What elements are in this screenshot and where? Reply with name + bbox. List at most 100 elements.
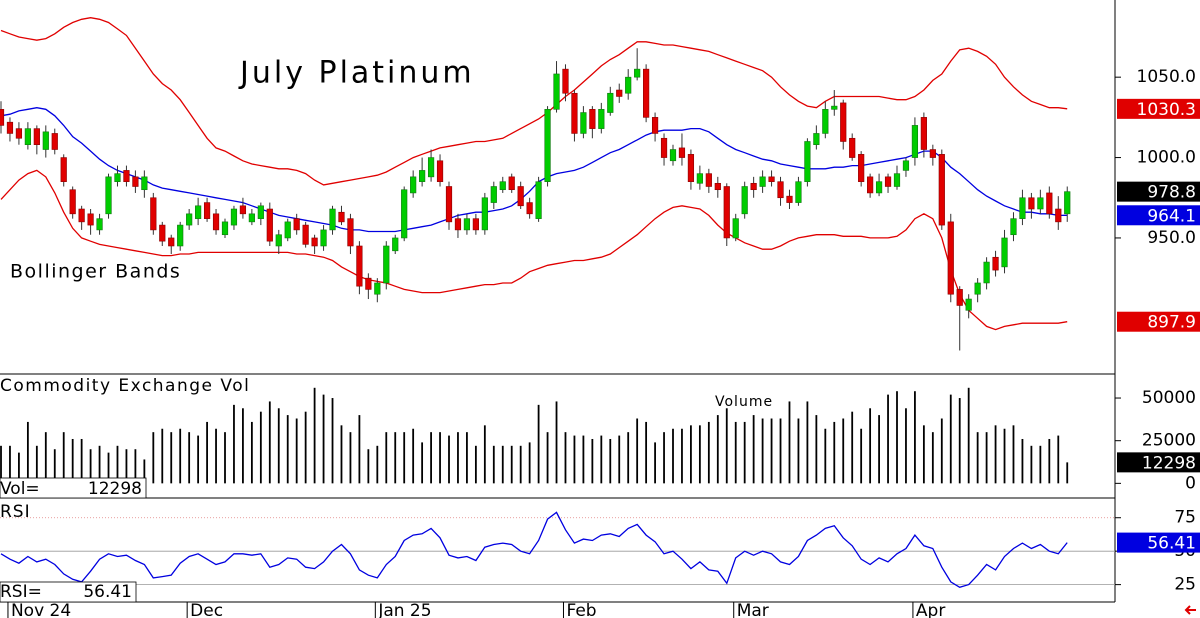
volume-bar xyxy=(940,418,943,484)
volume-bar xyxy=(573,435,576,484)
volume-bar xyxy=(1021,438,1024,484)
volume-bar xyxy=(860,428,863,484)
x-tick-label: Mar xyxy=(737,601,769,618)
value-tag-label: 897.9 xyxy=(1147,313,1196,333)
candle-body xyxy=(858,154,865,182)
candle-body xyxy=(212,213,220,231)
candle-body xyxy=(383,245,390,284)
volume-bar xyxy=(179,428,182,484)
candle-body xyxy=(454,218,462,231)
candle-body xyxy=(168,237,175,247)
candle-body xyxy=(159,224,166,242)
candle-body xyxy=(920,117,927,150)
volume-bar xyxy=(457,432,459,484)
candle-body xyxy=(141,176,148,191)
volume-bar xyxy=(1030,445,1033,484)
candle-body xyxy=(33,128,40,145)
candle-body xyxy=(123,170,130,182)
candle-body xyxy=(410,176,417,194)
readout-box xyxy=(0,477,147,499)
x-tick-label: Nov 24 xyxy=(11,601,71,618)
volume-bar xyxy=(851,411,854,484)
x-tick-label: Jan 25 xyxy=(377,601,431,618)
volume-bar xyxy=(125,449,128,484)
volume-bar xyxy=(80,438,83,484)
volume-bar xyxy=(609,438,612,484)
volume-bar xyxy=(618,435,621,484)
candle-body xyxy=(947,221,954,295)
volume-bar xyxy=(761,418,764,484)
volume-bar xyxy=(672,428,674,484)
candle-body xyxy=(813,133,820,145)
volume-bar xyxy=(779,418,782,484)
x-tick-label: Feb xyxy=(566,601,596,618)
volume-bar xyxy=(555,401,558,484)
candle-body xyxy=(51,133,58,150)
volume-bar xyxy=(806,401,809,484)
volume-bar xyxy=(842,418,845,484)
volume-bar xyxy=(161,428,164,484)
candle-body xyxy=(230,208,238,226)
candle-body xyxy=(786,195,793,203)
volume-bar xyxy=(1039,445,1042,484)
candle-body xyxy=(338,211,345,223)
candle-body xyxy=(150,197,157,231)
candle-body xyxy=(401,189,408,239)
candle-body xyxy=(696,173,703,184)
candle-body xyxy=(723,186,730,239)
volume-bar xyxy=(98,445,101,484)
candle-body xyxy=(884,176,892,187)
value-tag xyxy=(1117,181,1200,202)
candle-body xyxy=(275,234,282,247)
candle-body xyxy=(822,109,829,134)
middle-band xyxy=(0,107,1068,233)
candle-body xyxy=(875,181,883,194)
value-tag xyxy=(1117,98,1200,119)
volume-bar xyxy=(707,421,710,484)
candle-body xyxy=(177,224,184,247)
y-tick-label: 25000 xyxy=(1142,431,1196,451)
value-tag-label: 56.41 xyxy=(1147,534,1196,554)
volume-bar xyxy=(546,432,549,484)
volume-bar xyxy=(1012,425,1015,484)
scroll-arrow[interactable] xyxy=(1184,605,1196,615)
volume-bar xyxy=(474,445,477,484)
candle-body xyxy=(490,186,497,203)
candle-body xyxy=(329,208,336,231)
candle-body xyxy=(87,213,94,226)
candle-body xyxy=(777,181,784,199)
volume-bar xyxy=(206,421,208,484)
volume-bar xyxy=(18,452,20,484)
volume-bar xyxy=(1003,428,1006,484)
volume-bar xyxy=(931,432,934,484)
volume-bar xyxy=(9,445,11,484)
y-tick-label: 0 xyxy=(1185,473,1196,493)
volume-bar xyxy=(304,411,307,484)
volume-bar xyxy=(134,449,137,484)
candle-body xyxy=(186,213,193,226)
candle-body xyxy=(804,141,811,182)
readout-label: Vol= xyxy=(0,479,40,499)
volume-bar xyxy=(412,428,415,484)
volume-bar xyxy=(215,428,217,484)
volume-bar xyxy=(645,421,648,484)
candle-body xyxy=(714,182,721,191)
volume-bar xyxy=(994,425,997,484)
candle-body xyxy=(1064,191,1071,215)
volume-bar xyxy=(62,432,65,484)
candle-body xyxy=(320,229,327,247)
volume-bar xyxy=(985,432,988,484)
candle-body xyxy=(544,109,551,182)
candle-body xyxy=(105,176,112,215)
volume-bar xyxy=(582,435,585,484)
volume-bar xyxy=(107,452,110,484)
candle-body xyxy=(831,105,838,110)
candle-body xyxy=(347,218,354,247)
volume-bar xyxy=(654,442,656,484)
value-tag-label: 12298 xyxy=(1142,453,1196,473)
volume-bar xyxy=(690,425,692,484)
volume-bar xyxy=(242,408,244,484)
volume-bar xyxy=(537,404,540,484)
volume-bar xyxy=(53,449,56,484)
